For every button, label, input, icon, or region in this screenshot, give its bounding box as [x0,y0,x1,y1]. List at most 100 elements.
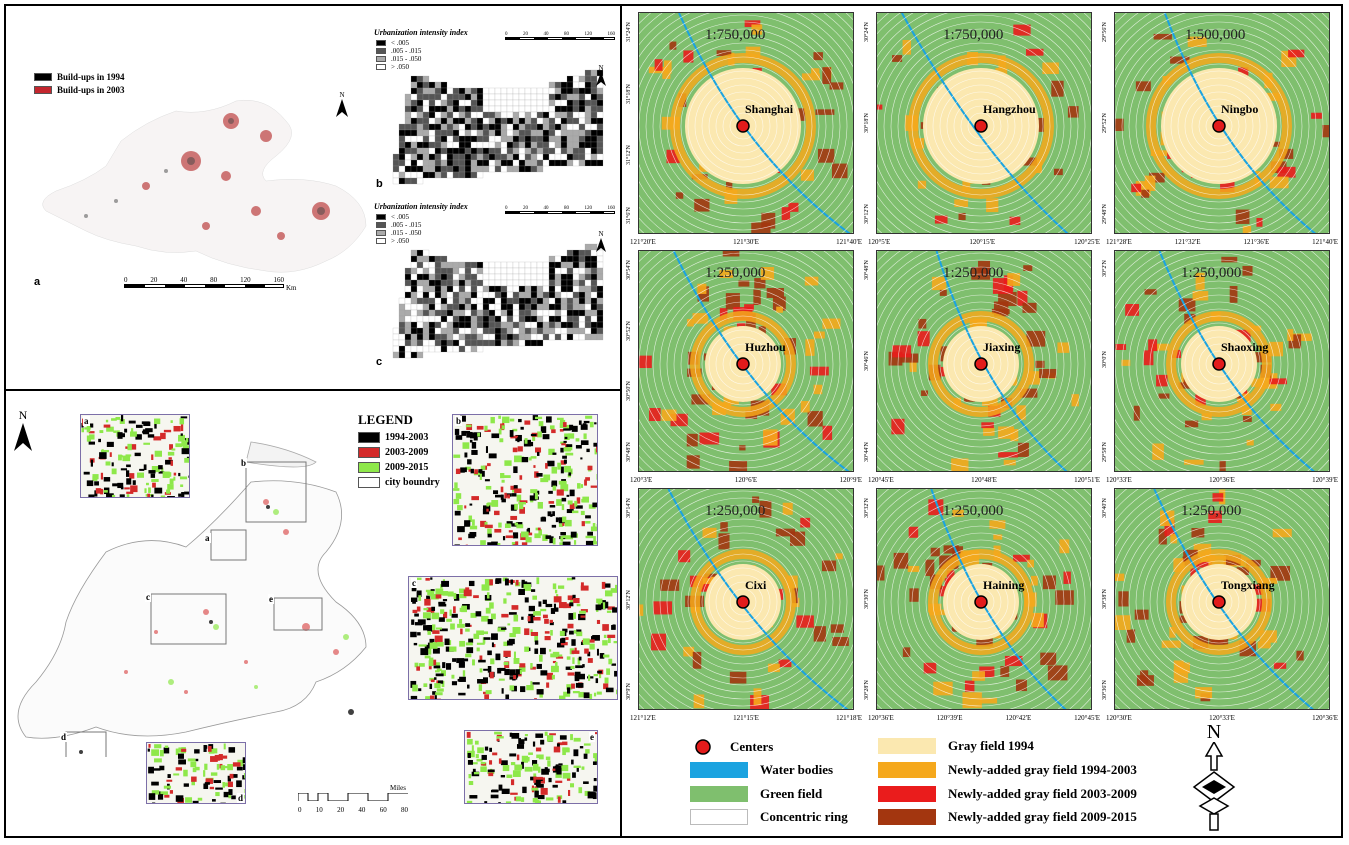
grid-cell [530,321,538,329]
legend-label: Build-ups in 1994 [57,72,125,82]
land-patch [570,783,575,788]
land-patch [498,522,502,528]
grid-cell [440,321,448,329]
grid-cell [470,321,478,329]
land-patch [175,443,182,448]
land-patch [564,519,572,527]
land-patch [512,532,519,539]
grid-cell [578,147,586,155]
land-patch [535,733,544,738]
land-patch [552,784,558,788]
grid-cell [554,111,562,119]
land-patch [504,460,512,466]
land-patch [560,460,566,465]
grid-cell [548,297,556,305]
swatch [878,809,936,825]
tick: 160 [607,32,616,37]
grid-cell [446,111,454,119]
grid-cell [470,159,478,167]
north-label: N [339,91,345,99]
grid-cell [596,273,604,281]
grid-cell [524,309,532,317]
grid-cell [488,333,496,341]
land-patch [205,778,213,784]
grid-cell [566,279,574,287]
grid-cell [530,261,538,269]
grid-cell [458,285,466,293]
land-patch [573,765,581,768]
grid-cell [458,129,466,137]
land-patch [180,424,184,432]
grid-cell [458,141,466,149]
land-patch [574,647,577,654]
land-patch [215,787,223,790]
land-patch [426,607,433,612]
grid-cell [428,285,436,293]
grid-cell [560,153,568,161]
grid-cell [482,87,490,95]
grid-cell [476,93,484,101]
land-patch [414,613,419,617]
class-label: < .005 [391,213,409,221]
grid-cell [536,105,544,113]
grid-cell [524,291,532,299]
land-patch [488,453,497,459]
land-patch [438,603,447,607]
land-patch [171,448,176,451]
grid-cell [470,327,478,335]
grid-cell [494,117,502,125]
land-patch [423,607,429,611]
land-patch [169,444,173,450]
land-patch [185,797,193,803]
y-tick-label: 30°32'N [864,498,870,518]
grid-cell [530,99,538,107]
class-label: < .005 [391,39,409,47]
grid-cell [566,135,574,143]
land-patch [89,434,95,440]
land-patch [556,517,563,521]
grid-cell [566,141,574,149]
grid-cell [578,135,586,143]
land-patch [126,491,134,494]
land-patch [547,460,555,467]
grid-cell [416,99,424,107]
land-patch [473,771,480,775]
grid-cell [398,297,406,305]
tick: 40 [358,806,366,814]
grid-cell [416,267,424,275]
grid-cell [506,309,514,317]
grid-cell [578,141,586,149]
land-patch [484,429,491,432]
grid-cell [404,117,412,125]
land-patch [203,783,209,790]
land-patch [604,677,609,684]
land-patch [416,666,420,671]
grid-cell [554,129,562,137]
grid-cell [452,297,460,305]
grid-cell [464,285,472,293]
land-patch [103,424,111,428]
grid-cell [440,345,448,353]
grid-cell [428,81,436,89]
land-patch [602,602,606,610]
land-patch [567,672,575,676]
land-patch [109,452,112,457]
grid-cell [434,117,442,125]
land-patch [514,764,523,771]
grid-cell [572,333,580,341]
land-patch [501,498,506,503]
grid-cell [578,309,586,317]
land-patch [567,577,573,581]
land-patch [497,667,502,674]
grid-cell [590,297,598,305]
land-patch [486,508,489,512]
grid-cell [524,117,532,125]
grid-cell [494,303,502,311]
land-patch [474,740,479,745]
land-patch [562,772,571,779]
land-patch [438,680,444,684]
grid-cell [518,297,526,305]
grid-cell [512,327,520,335]
grid-cell [404,279,412,287]
grid-cell [416,75,424,83]
